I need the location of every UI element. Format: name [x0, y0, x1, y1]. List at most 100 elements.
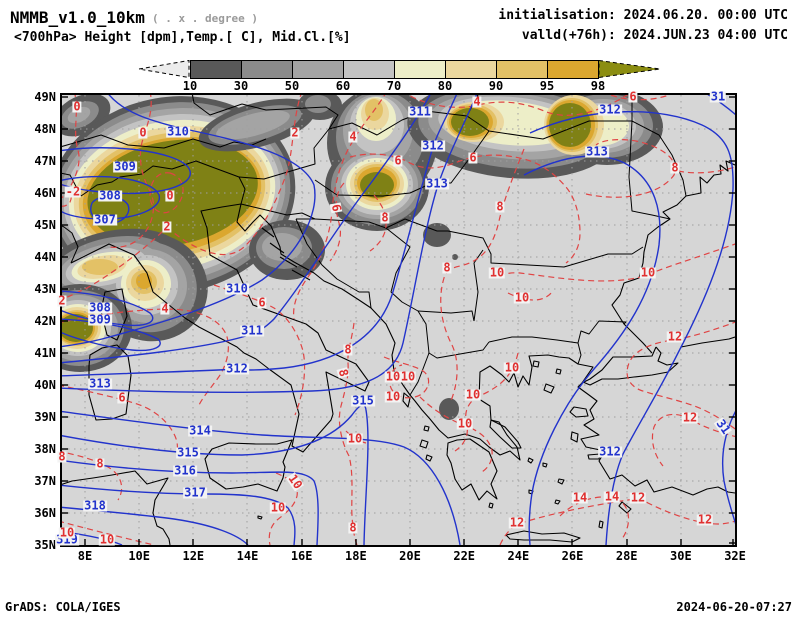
lat-axis-label: 44N — [34, 250, 56, 264]
colorbar-segment — [344, 61, 395, 78]
height-contour-label: 308 — [98, 188, 122, 203]
lat-axis-label: 40N — [34, 378, 56, 392]
colorbar-segment — [548, 61, 598, 78]
temp-contour-label: 2 — [290, 125, 300, 140]
temp-contour-label: 10 — [464, 387, 482, 402]
temp-contour-label: 0 — [138, 125, 148, 140]
lon-axis-label: 24E — [507, 549, 530, 563]
temp-contour-label: 10 — [456, 416, 474, 431]
creation-timestamp: 2024-06-20-07:27 — [676, 600, 792, 614]
colorbar-left-arrow — [138, 60, 190, 78]
temp-contour-label: 4 — [348, 129, 358, 144]
lon-axis-label: 22E — [453, 549, 476, 563]
lon-axis-label: 20E — [399, 549, 421, 563]
colorbar-tick-label: 30 — [233, 79, 249, 93]
lon-axis-label: 8E — [77, 549, 93, 563]
height-contour-label: 310 — [166, 124, 190, 139]
temp-contour-label: 0 — [165, 188, 175, 203]
height-contour-label: 315 — [351, 393, 375, 408]
height-contour-label: 315 — [176, 445, 200, 460]
height-contour-label: 318 — [83, 498, 107, 513]
height-contour-label: 308 — [88, 300, 112, 315]
lat-axis-label: 36N — [34, 506, 56, 520]
temp-contour-label: 8 — [348, 520, 358, 535]
temp-contour-label: 8 — [495, 199, 505, 214]
temp-contour-label: 8 — [57, 449, 67, 464]
title-units-note: ( . x . degree ) — [152, 12, 258, 25]
temp-contour-label: 6 — [393, 153, 403, 168]
colorbar-tick-label: 98 — [590, 79, 606, 93]
temp-contour-label: 10 — [488, 265, 506, 280]
lon-axis-label: 10E — [128, 549, 150, 563]
coastlines — [59, 160, 736, 546]
temp-contour-label: 2 — [57, 293, 67, 308]
lat-axis-label: 45N — [34, 218, 56, 232]
height-contour-label: 311 — [240, 323, 264, 338]
temp-contour-label: 6 — [257, 295, 267, 310]
temp-contour-label: 12 — [696, 512, 714, 527]
colorbar-tick-label: 70 — [386, 79, 402, 93]
temp-contour-label: 12 — [666, 329, 684, 344]
lon-axis-label: 26E — [561, 549, 584, 563]
temp-contour-label: 6 — [328, 202, 345, 214]
temp-contour-label: 4 — [160, 301, 170, 316]
colorbar-tick-label: 60 — [335, 79, 351, 93]
colorbar-segment — [497, 61, 548, 78]
temp-contour-label: 12 — [629, 490, 647, 505]
temp-contour-label: 2 — [162, 219, 172, 234]
colorbar-segment — [446, 61, 497, 78]
colorbar-segment — [395, 61, 446, 78]
grads-attribution: GrADS: COLA/IGES — [5, 600, 121, 614]
lat-axis-label: 41N — [34, 346, 56, 360]
lon-axis-label: 12E — [182, 549, 205, 563]
colorbar-right-arrow — [598, 60, 661, 78]
colorbar-segment — [293, 61, 344, 78]
lon-axis-label: 16E — [290, 549, 313, 563]
temp-contour-label: 8 — [442, 260, 452, 275]
height-contour-label: 31 — [709, 89, 727, 104]
height-contour-label: 316 — [173, 463, 197, 478]
height-contour-label: 312 — [598, 444, 622, 459]
temp-contour-label: 10 — [399, 369, 417, 384]
height-contour-label: 313 — [585, 144, 609, 159]
colorbar-segment — [242, 61, 293, 78]
height-contour-label: 312 — [598, 102, 622, 117]
height-contour-label: 313 — [88, 376, 112, 391]
temp-contour-label: 14 — [571, 490, 589, 505]
colorbar-tick-label: 50 — [284, 79, 300, 93]
height-contour-label: 312 — [225, 361, 249, 376]
temp-contour-label: 8 — [343, 342, 353, 357]
initialisation-time: initialisation: 2024.06.20. 00:00 UTC — [498, 8, 788, 23]
valid-time: valld(+76h): 2024.JUN.23 04:00 UTC — [521, 28, 788, 43]
temp-contour-label: 0 — [72, 99, 82, 114]
colorbar-segment — [191, 61, 242, 78]
lat-axis-label: 39N — [34, 410, 56, 424]
height-contour-label: 313 — [425, 176, 449, 191]
temp-contour-label: 8 — [670, 160, 680, 175]
temp-contour-label: 10 — [384, 369, 402, 384]
colorbar-tick-label: 80 — [437, 79, 453, 93]
lon-axis-label: 32E — [724, 549, 746, 563]
temp-contour-label: 10 — [513, 290, 531, 305]
colorbar-tick-label: 90 — [488, 79, 504, 93]
lat-axis-label: 43N — [34, 282, 56, 296]
temp-contour-label: 12 — [681, 410, 699, 425]
height-contour-label: 310 — [225, 281, 249, 296]
temp-contour-label: 10 — [58, 525, 76, 540]
height-contour-label: 317 — [183, 485, 207, 500]
temp-contour-label: 8 — [380, 210, 390, 225]
lon-axis-label: 18E — [345, 549, 367, 563]
lat-axis-label: 37N — [34, 474, 56, 488]
temp-contour-label: 6 — [628, 89, 638, 104]
temp-contour-label: 12 — [508, 515, 526, 530]
lat-axis-label: 46N — [34, 186, 56, 200]
page-title: NMMB_v1.0_10km — [10, 8, 145, 27]
lat-axis-label: 35N — [34, 538, 56, 552]
height-contour-label: 307 — [93, 212, 117, 227]
lat-axis-label: 42N — [34, 314, 56, 328]
height-contour-label: 309 — [113, 159, 137, 174]
lon-axis-label: 14E — [236, 549, 259, 563]
colorbar — [190, 60, 599, 79]
temp-contour-label: 6 — [117, 390, 127, 405]
